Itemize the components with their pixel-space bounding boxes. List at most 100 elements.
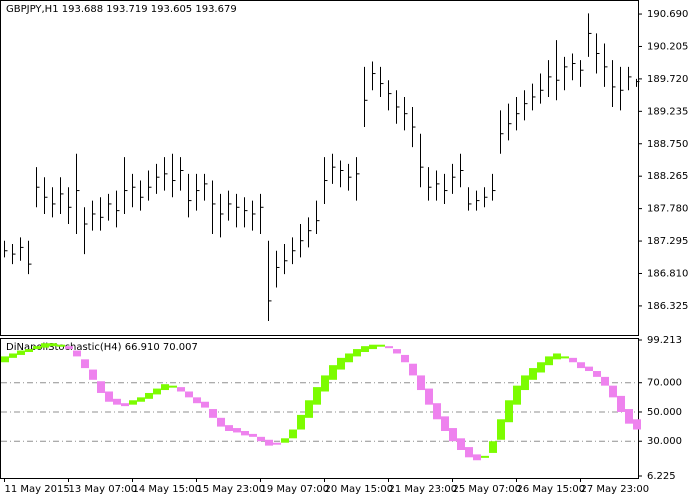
stochastic-band: [225, 425, 233, 431]
y-tick-label: 190.205: [647, 41, 688, 52]
y-tick-label: 187.295: [647, 236, 688, 247]
stochastic-band: [17, 350, 25, 355]
stochastic-band: [321, 375, 329, 392]
x-tick-label: 27 May 23:00: [581, 484, 650, 495]
stochastic-band: [241, 430, 249, 436]
stochastic-band: [25, 349, 33, 353]
x-tick-label: 21 May 23:00: [389, 484, 458, 495]
stochastic-band: [129, 400, 137, 405]
stochastic-band: [169, 385, 177, 388]
stochastic-band: [553, 353, 561, 360]
stochastic-band: [97, 381, 105, 393]
x-tick-label: 19 May 07:00: [261, 484, 330, 495]
y-tick-label: 99.213: [647, 335, 682, 346]
stochastic-band: [481, 455, 489, 458]
stochastic-band: [89, 369, 97, 380]
stochastic-band: [65, 346, 73, 350]
stochastic-band: [49, 343, 57, 347]
stochastic-band: [281, 438, 289, 443]
stochastic-band: [105, 391, 113, 402]
x-tick-label: 15 May 23:00: [197, 484, 266, 495]
stochastic-band: [417, 375, 425, 391]
stochastic-band: [561, 356, 569, 359]
stochastic-band: [465, 447, 473, 458]
stochastic-band: [449, 428, 457, 442]
x-tick-label: 20 May 15:00: [325, 484, 394, 495]
stochastic-band: [145, 392, 153, 399]
stochastic-band: [217, 417, 225, 427]
stochastic-band: [545, 356, 553, 366]
stochastic-band: [337, 357, 345, 370]
stochastic-band: [401, 354, 409, 363]
stochastic-band: [505, 400, 513, 423]
stochastic-band: [385, 346, 393, 349]
x-tick-label: 13 May 07:00: [69, 484, 138, 495]
stochastic-band: [137, 397, 145, 402]
stochastic-band: [473, 454, 481, 461]
stochastic-band: [153, 388, 161, 395]
stochastic-band: [249, 433, 257, 437]
stochastic-band: [33, 346, 41, 350]
stochastic-band: [489, 441, 497, 453]
y-tick-label: 189.235: [647, 106, 688, 117]
stochastic-band: [369, 344, 377, 350]
stochastic-band: [409, 363, 417, 376]
stochastic-band: [377, 344, 385, 347]
stochastic-band: [529, 368, 537, 380]
price-title: GBPJPY,H1 193.688 193.719 193.605 193.67…: [6, 4, 237, 15]
indicator-panel: [0, 338, 639, 479]
stochastic-band: [177, 387, 185, 392]
stochastic-band: [9, 353, 17, 358]
y-tick-label: 186.810: [647, 268, 688, 279]
stochastic-band: [257, 436, 265, 442]
stochastic-band: [113, 398, 121, 405]
stochastic-band: [185, 391, 193, 398]
stochastic-band: [625, 409, 633, 424]
x-tick-label: 11 May 2015: [5, 484, 70, 495]
stochastic-band: [289, 429, 297, 439]
y-tick-label: 190.690: [647, 9, 688, 20]
stochastic-band: [1, 356, 9, 363]
stochastic-band: [497, 419, 505, 440]
stochastic-band: [353, 349, 361, 357]
stochastic-band: [297, 414, 305, 430]
indicator-title: DiNapoliStochastic(H4) 66.910 70.007: [6, 342, 198, 353]
y-tick-label: 187.780: [647, 204, 688, 215]
stochastic-band: [521, 375, 529, 391]
stochastic-band: [41, 343, 49, 348]
stochastic-band: [329, 365, 337, 380]
stochastic-band: [57, 344, 65, 347]
stochastic-band: [313, 387, 321, 405]
stochastic-band: [201, 401, 209, 408]
stochastic-band: [121, 403, 129, 407]
y-tick-label: 6.225: [647, 471, 676, 482]
stochastic-band: [433, 403, 441, 420]
stochastic-band: [305, 400, 313, 418]
stochastic-band: [73, 350, 81, 357]
x-tick-label: 25 May 07:00: [453, 484, 522, 495]
stochastic-band: [441, 416, 449, 431]
y-tick-label: 189.720: [647, 74, 688, 85]
stochastic-band: [457, 438, 465, 451]
stochastic-band: [393, 349, 401, 354]
y-tick-label: 188.265: [647, 171, 688, 182]
y-tick-label: 186.325: [647, 301, 688, 312]
stochastic-band: [601, 376, 609, 386]
stochastic-band: [633, 419, 641, 430]
stochastic-band: [585, 366, 593, 372]
x-tick-label: 14 May 15:00: [133, 484, 202, 495]
stochastic-band: [161, 384, 169, 391]
stochastic-band: [609, 385, 617, 398]
stochastic-band: [233, 428, 241, 433]
y-tick-label: 50.000: [647, 407, 682, 418]
stochastic-band: [593, 371, 601, 377]
stochastic-band: [513, 385, 521, 405]
stochastic-band: [361, 346, 369, 353]
x-tick-label: 26 May 15:00: [517, 484, 586, 495]
stochastic-band: [537, 362, 545, 373]
stochastic-band: [81, 359, 89, 369]
stochastic-band: [273, 442, 281, 445]
stochastic-band: [617, 395, 625, 412]
